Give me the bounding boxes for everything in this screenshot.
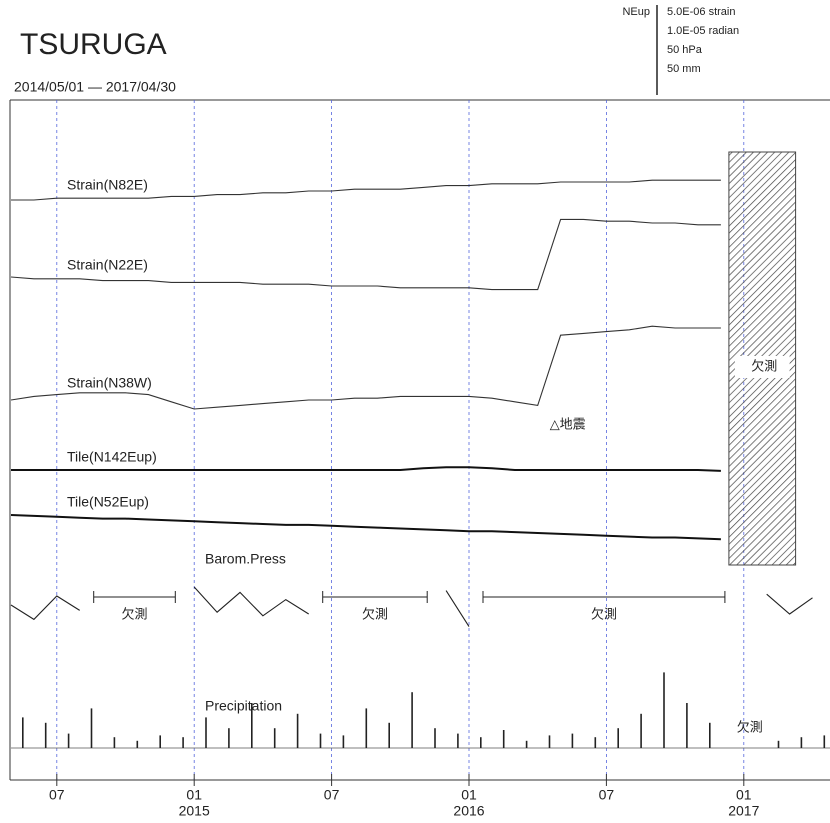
x-tick-label: 07	[49, 787, 65, 803]
bar	[617, 728, 619, 748]
bar	[434, 728, 436, 748]
chart-title: TSURUGA	[20, 28, 167, 61]
scale-label: 50 mm	[667, 63, 701, 75]
trace	[11, 467, 813, 472]
bar	[67, 733, 70, 748]
bar	[548, 735, 551, 748]
gap-label: 欠測	[591, 606, 617, 621]
series-label: Precipitation	[205, 698, 282, 714]
bar	[502, 730, 505, 748]
series-label: Strain(N82E)	[67, 177, 148, 193]
bar	[159, 735, 161, 748]
x-tick-label: 01	[461, 787, 477, 803]
x-tick-label: 07	[324, 787, 340, 803]
series-label: Strain(N22E)	[67, 257, 148, 273]
bar	[182, 737, 184, 748]
bar	[365, 708, 368, 748]
bar	[594, 737, 597, 748]
series-label: Strain(N38W)	[67, 375, 152, 391]
scale-label: 1.0E-05 radian	[667, 25, 739, 37]
bar	[686, 703, 688, 748]
bar	[228, 728, 230, 748]
bar	[273, 728, 276, 748]
bar	[640, 713, 642, 748]
bar	[457, 733, 459, 748]
scale-label: 50 hPa	[667, 44, 703, 56]
chart-subtitle: 2014/05/01 — 2017/04/30	[14, 79, 176, 95]
gap-label: 欠測	[362, 606, 388, 621]
scale-title: NEup	[622, 6, 650, 18]
series-label: Tile(N52Eup)	[67, 494, 149, 510]
bar	[113, 737, 116, 748]
bar	[800, 737, 803, 748]
bar	[44, 722, 47, 748]
scale-label: 5.0E-06 strain	[667, 6, 735, 18]
bar	[296, 713, 299, 748]
bar	[22, 717, 24, 748]
series-label: Barom.Press	[205, 551, 286, 567]
bar	[136, 740, 139, 748]
note-label: 欠測	[737, 719, 763, 734]
bar	[663, 672, 665, 748]
bar	[342, 735, 345, 748]
missing-label: 欠測	[751, 358, 777, 373]
bar	[823, 735, 826, 748]
bar	[411, 692, 413, 748]
x-tick-label: 07	[599, 787, 615, 803]
trace	[11, 326, 813, 409]
bar	[480, 737, 482, 748]
x-tick-year: 2016	[453, 803, 484, 819]
bar	[388, 722, 390, 748]
x-tick-label: 01	[736, 787, 752, 803]
gap-label: 欠測	[121, 606, 147, 621]
trace	[11, 219, 813, 289]
x-tick-year: 2017	[728, 803, 759, 819]
bar	[571, 733, 574, 748]
x-tick-year: 2015	[179, 803, 210, 819]
bar	[777, 740, 780, 748]
series-label: Tile(N142Eup)	[67, 449, 157, 465]
bar	[205, 717, 207, 748]
x-tick-label: 01	[186, 787, 202, 803]
bar	[90, 708, 93, 748]
missing-label-bg	[734, 356, 790, 378]
bar	[525, 740, 528, 748]
bar	[709, 722, 711, 748]
event-label: △地震	[550, 416, 586, 431]
bar	[251, 703, 253, 748]
trace	[10, 586, 813, 627]
bar	[319, 733, 322, 748]
trace	[11, 515, 813, 540]
